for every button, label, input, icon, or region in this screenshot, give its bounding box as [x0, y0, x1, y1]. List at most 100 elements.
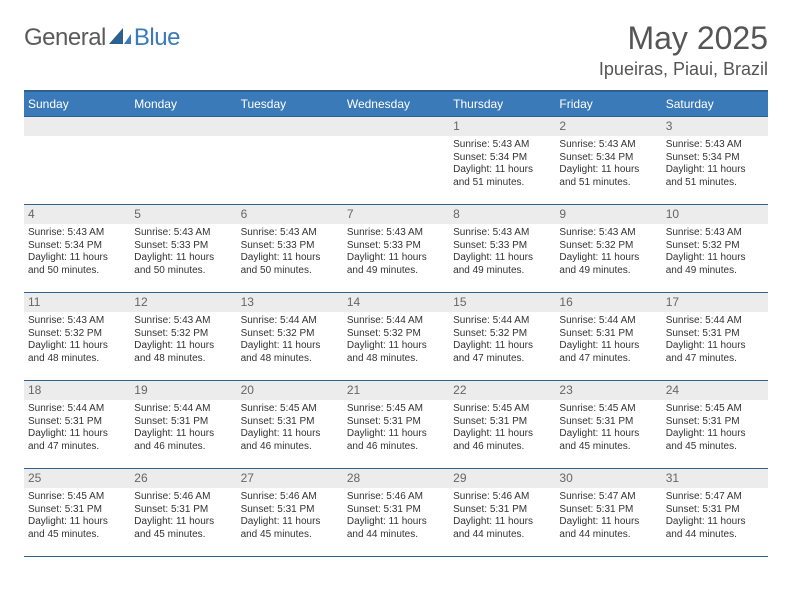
daylight-line: Daylight: 11 hours and 45 minutes.: [241, 516, 339, 541]
calendar-cell: 31Sunrise: 5:47 AMSunset: 5:31 PMDayligh…: [662, 468, 768, 556]
daylight-line: Daylight: 11 hours and 48 minutes.: [347, 340, 445, 365]
sunset-line: Sunset: 5:34 PM: [559, 152, 657, 165]
sunrise-line: Sunrise: 5:44 AM: [347, 315, 445, 328]
day-number: 9: [555, 205, 661, 224]
sunrise-line: Sunrise: 5:44 AM: [453, 315, 551, 328]
daylight-line: Daylight: 11 hours and 46 minutes.: [241, 428, 339, 453]
sunrise-line: Sunrise: 5:47 AM: [666, 491, 764, 504]
calendar-cell: 18Sunrise: 5:44 AMSunset: 5:31 PMDayligh…: [24, 380, 130, 468]
footer-line: [24, 556, 768, 557]
calendar-cell-empty: [343, 116, 449, 204]
day-number: 15: [449, 293, 555, 312]
sunrise-line: Sunrise: 5:44 AM: [134, 403, 232, 416]
day-number: 3: [662, 117, 768, 136]
sunset-line: Sunset: 5:32 PM: [241, 328, 339, 341]
day-details: Sunrise: 5:44 AMSunset: 5:32 PMDaylight:…: [449, 312, 555, 369]
day-number: 8: [449, 205, 555, 224]
sunset-line: Sunset: 5:31 PM: [666, 328, 764, 341]
day-number: 6: [237, 205, 343, 224]
day-details: Sunrise: 5:44 AMSunset: 5:32 PMDaylight:…: [237, 312, 343, 369]
calendar-cell: 1Sunrise: 5:43 AMSunset: 5:34 PMDaylight…: [449, 116, 555, 204]
daylight-line: Daylight: 11 hours and 51 minutes.: [666, 164, 764, 189]
sunrise-line: Sunrise: 5:45 AM: [347, 403, 445, 416]
calendar-cell: 6Sunrise: 5:43 AMSunset: 5:33 PMDaylight…: [237, 204, 343, 292]
day-number: 23: [555, 381, 661, 400]
daylight-line: Daylight: 11 hours and 48 minutes.: [28, 340, 126, 365]
calendar-cell: 28Sunrise: 5:46 AMSunset: 5:31 PMDayligh…: [343, 468, 449, 556]
day-number: 18: [24, 381, 130, 400]
daylight-line: Daylight: 11 hours and 47 minutes.: [28, 428, 126, 453]
day-number: 5: [130, 205, 236, 224]
calendar-cell: 19Sunrise: 5:44 AMSunset: 5:31 PMDayligh…: [130, 380, 236, 468]
sunrise-line: Sunrise: 5:45 AM: [453, 403, 551, 416]
day-details: Sunrise: 5:46 AMSunset: 5:31 PMDaylight:…: [449, 488, 555, 545]
sunrise-line: Sunrise: 5:45 AM: [666, 403, 764, 416]
sunrise-line: Sunrise: 5:43 AM: [241, 227, 339, 240]
calendar-cell-empty: [237, 116, 343, 204]
day-number: 16: [555, 293, 661, 312]
daylight-line: Daylight: 11 hours and 47 minutes.: [559, 340, 657, 365]
sunrise-line: Sunrise: 5:43 AM: [28, 315, 126, 328]
day-details: Sunrise: 5:44 AMSunset: 5:32 PMDaylight:…: [343, 312, 449, 369]
day-details: Sunrise: 5:46 AMSunset: 5:31 PMDaylight:…: [343, 488, 449, 545]
sunrise-line: Sunrise: 5:43 AM: [347, 227, 445, 240]
daylight-line: Daylight: 11 hours and 44 minutes.: [347, 516, 445, 541]
daylight-line: Daylight: 11 hours and 45 minutes.: [134, 516, 232, 541]
sunset-line: Sunset: 5:31 PM: [241, 504, 339, 517]
day-details: Sunrise: 5:43 AMSunset: 5:33 PMDaylight:…: [237, 224, 343, 281]
daylight-line: Daylight: 11 hours and 45 minutes.: [559, 428, 657, 453]
sunrise-line: Sunrise: 5:43 AM: [666, 227, 764, 240]
sunrise-line: Sunrise: 5:43 AM: [453, 227, 551, 240]
weekday-header: Friday: [555, 92, 661, 116]
day-number: 29: [449, 469, 555, 488]
sunset-line: Sunset: 5:34 PM: [28, 240, 126, 253]
day-number: 12: [130, 293, 236, 312]
calendar-cell: 2Sunrise: 5:43 AMSunset: 5:34 PMDaylight…: [555, 116, 661, 204]
calendar-cell: 20Sunrise: 5:45 AMSunset: 5:31 PMDayligh…: [237, 380, 343, 468]
logo-text-general: General: [24, 24, 106, 52]
calendar-cell-empty: [130, 116, 236, 204]
calendar-cell: 30Sunrise: 5:47 AMSunset: 5:31 PMDayligh…: [555, 468, 661, 556]
day-details: Sunrise: 5:43 AMSunset: 5:33 PMDaylight:…: [449, 224, 555, 281]
day-details: Sunrise: 5:43 AMSunset: 5:32 PMDaylight:…: [24, 312, 130, 369]
sunrise-line: Sunrise: 5:43 AM: [28, 227, 126, 240]
day-details: Sunrise: 5:45 AMSunset: 5:31 PMDaylight:…: [449, 400, 555, 457]
daylight-line: Daylight: 11 hours and 49 minutes.: [666, 252, 764, 277]
day-details: Sunrise: 5:45 AMSunset: 5:31 PMDaylight:…: [24, 488, 130, 545]
sunrise-line: Sunrise: 5:45 AM: [28, 491, 126, 504]
daylight-line: Daylight: 11 hours and 47 minutes.: [453, 340, 551, 365]
daylight-line: Daylight: 11 hours and 50 minutes.: [28, 252, 126, 277]
logo-text-blue: Blue: [134, 24, 180, 52]
weekday-header: Saturday: [662, 92, 768, 116]
sunrise-line: Sunrise: 5:44 AM: [28, 403, 126, 416]
daylight-line: Daylight: 11 hours and 50 minutes.: [241, 252, 339, 277]
day-details: Sunrise: 5:44 AMSunset: 5:31 PMDaylight:…: [662, 312, 768, 369]
day-details: Sunrise: 5:43 AMSunset: 5:34 PMDaylight:…: [24, 224, 130, 281]
day-details: Sunrise: 5:43 AMSunset: 5:34 PMDaylight:…: [555, 136, 661, 193]
sunset-line: Sunset: 5:31 PM: [347, 504, 445, 517]
sunrise-line: Sunrise: 5:43 AM: [666, 139, 764, 152]
day-details: Sunrise: 5:43 AMSunset: 5:33 PMDaylight:…: [130, 224, 236, 281]
logo-sail-icon: [109, 26, 131, 51]
calendar-cell: 14Sunrise: 5:44 AMSunset: 5:32 PMDayligh…: [343, 292, 449, 380]
day-details: Sunrise: 5:47 AMSunset: 5:31 PMDaylight:…: [555, 488, 661, 545]
sunset-line: Sunset: 5:31 PM: [559, 416, 657, 429]
title-block: May 2025 Ipueiras, Piaui, Brazil: [599, 20, 768, 80]
day-details: Sunrise: 5:43 AMSunset: 5:34 PMDaylight:…: [662, 136, 768, 193]
calendar-cell: 22Sunrise: 5:45 AMSunset: 5:31 PMDayligh…: [449, 380, 555, 468]
daylight-line: Daylight: 11 hours and 45 minutes.: [28, 516, 126, 541]
sunset-line: Sunset: 5:31 PM: [241, 416, 339, 429]
day-number: 4: [24, 205, 130, 224]
sunrise-line: Sunrise: 5:47 AM: [559, 491, 657, 504]
sunset-line: Sunset: 5:33 PM: [241, 240, 339, 253]
day-details: Sunrise: 5:47 AMSunset: 5:31 PMDaylight:…: [662, 488, 768, 545]
weekday-header: Monday: [130, 92, 236, 116]
sunset-line: Sunset: 5:32 PM: [666, 240, 764, 253]
daylight-line: Daylight: 11 hours and 44 minutes.: [559, 516, 657, 541]
sunset-line: Sunset: 5:34 PM: [666, 152, 764, 165]
day-number: 22: [449, 381, 555, 400]
calendar-header-row: SundayMondayTuesdayWednesdayThursdayFrid…: [24, 90, 768, 116]
sunrise-line: Sunrise: 5:43 AM: [134, 315, 232, 328]
weekday-header: Sunday: [24, 92, 130, 116]
weekday-header: Wednesday: [343, 92, 449, 116]
